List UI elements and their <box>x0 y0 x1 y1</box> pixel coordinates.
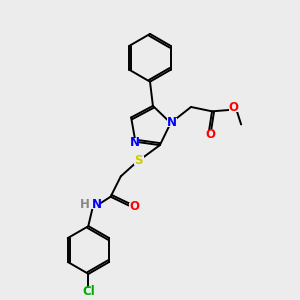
FancyBboxPatch shape <box>85 200 100 209</box>
Text: O: O <box>205 128 215 141</box>
FancyBboxPatch shape <box>81 288 96 296</box>
Text: N: N <box>130 136 140 149</box>
Text: S: S <box>135 154 143 167</box>
Text: Cl: Cl <box>82 286 95 298</box>
FancyBboxPatch shape <box>205 130 214 139</box>
Text: N: N <box>92 198 102 212</box>
FancyBboxPatch shape <box>167 118 177 127</box>
FancyBboxPatch shape <box>130 138 139 147</box>
Text: N: N <box>167 116 177 129</box>
FancyBboxPatch shape <box>129 202 139 211</box>
FancyBboxPatch shape <box>134 156 143 165</box>
Text: O: O <box>129 200 139 213</box>
FancyBboxPatch shape <box>229 103 238 112</box>
Text: O: O <box>229 101 238 114</box>
Text: H: H <box>80 198 89 212</box>
